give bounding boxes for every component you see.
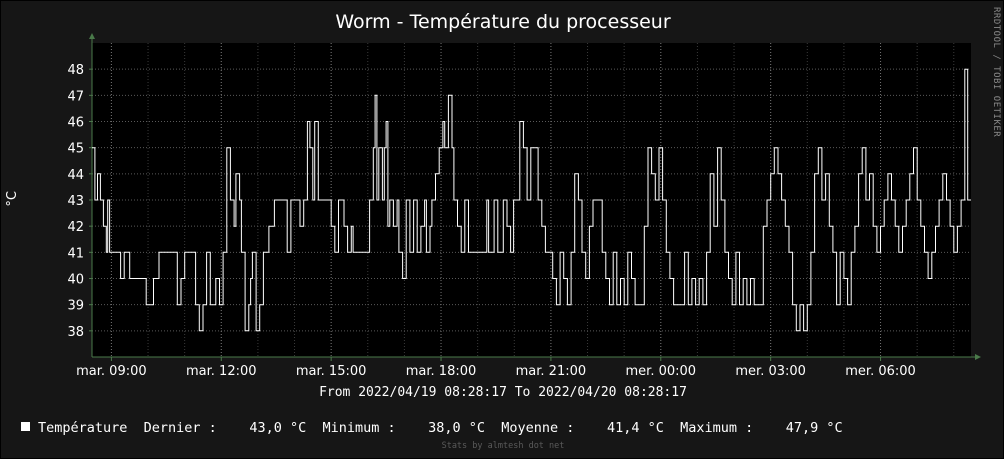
y-tick-label: 48 — [67, 63, 84, 78]
x-tick-label: mar. 21:00 — [516, 364, 587, 379]
rrdtool-watermark: RRDTOOL / TOBI OETIKER — [991, 7, 1001, 138]
legend-text: Température Dernier : 43,0 °C Minimum : … — [38, 420, 843, 436]
x-tick-label: mar. 15:00 — [296, 364, 367, 379]
y-tick-label: 41 — [67, 246, 84, 261]
y-tick-label: 40 — [67, 273, 84, 288]
y-tick-label: 46 — [67, 116, 84, 131]
x-tick-label: mar. 18:00 — [406, 364, 477, 379]
y-tick-label: 43 — [67, 194, 84, 209]
y-tick-label: 42 — [67, 220, 84, 235]
x-tick-label: mar. 09:00 — [76, 364, 147, 379]
x-tick-label: mar. 12:00 — [186, 364, 257, 379]
y-tick-label: 38 — [67, 325, 84, 340]
credit-text: Stats by almtesh dot net — [441, 441, 565, 451]
y-tick-label: 45 — [67, 142, 84, 157]
chart-title: Worm - Température du processeur — [335, 11, 671, 33]
legend-swatch — [21, 422, 30, 431]
x-tick-label: mer. 03:00 — [735, 364, 806, 379]
plot-area: 38 39 40 41 42 43 44 45 46 47 48 mar. 09:00 mar. 12:… — [67, 33, 981, 379]
y-tick-label: 47 — [67, 89, 84, 104]
x-tick-label: mer. 00:00 — [626, 364, 697, 379]
series-line-temperature — [92, 68, 971, 332]
x-tick-label: mer. 06:00 — [845, 364, 916, 379]
time-range: From 2022/04/19 08:28:17 To 2022/04/20 0… — [319, 385, 687, 400]
y-tick-label: 39 — [67, 299, 84, 314]
y-axis-arrow — [89, 33, 95, 39]
x-axis-arrow — [975, 354, 981, 360]
y-tick-label: 44 — [67, 168, 84, 183]
legend: Température Dernier : 43,0 °C Minimum : … — [21, 420, 843, 436]
